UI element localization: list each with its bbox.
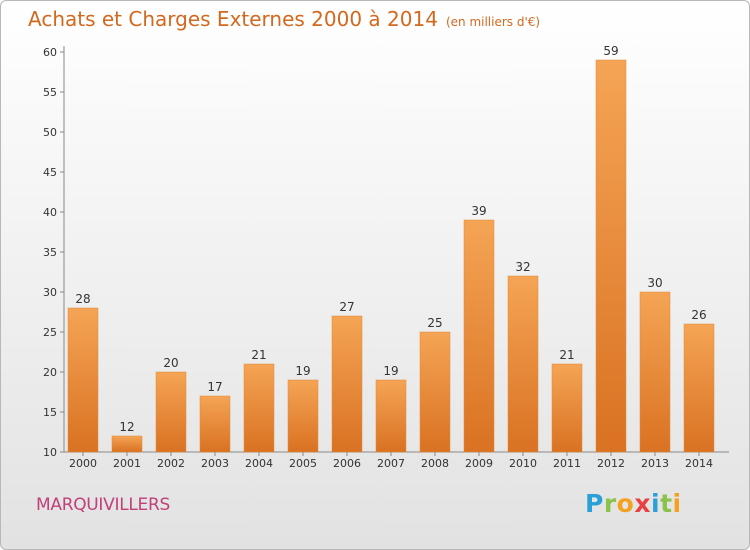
y-tick-label: 35 [43, 246, 57, 259]
y-tick-label: 50 [43, 126, 57, 139]
x-tick-label: 2002 [157, 457, 185, 470]
y-tick-label: 60 [43, 46, 57, 59]
x-tick-label: 2014 [685, 457, 713, 470]
bar-value-label: 26 [691, 308, 706, 322]
bar-value-label: 30 [647, 276, 662, 290]
bar [199, 395, 231, 453]
x-tick-label: 2003 [201, 457, 229, 470]
bar-value-label: 19 [383, 364, 398, 378]
x-tick-label: 2010 [509, 457, 537, 470]
bar-value-label: 19 [295, 364, 310, 378]
y-tick-label: 10 [43, 446, 57, 459]
title-text: Achats et Charges Externes 2000 à 2014 [28, 7, 438, 31]
x-tick-label: 2013 [641, 457, 669, 470]
bar-value-label: 12 [119, 420, 134, 434]
y-tick-label: 20 [43, 366, 57, 379]
bar-value-label: 21 [251, 348, 266, 362]
y-tick-label: 30 [43, 286, 57, 299]
x-tick-label: 2001 [113, 457, 141, 470]
bar [67, 307, 99, 453]
x-tick-label: 2008 [421, 457, 449, 470]
bar [287, 379, 319, 453]
y-tick-label: 55 [43, 86, 57, 99]
bar-chart: 10 15 20 25 30 35 40 45 50 55 60 2000 2001 2002 2003 20… [43, 44, 729, 470]
bar [507, 275, 539, 453]
bar-value-label: 27 [339, 300, 354, 314]
y-tick-label: 45 [43, 166, 57, 179]
x-tick-label: 2005 [289, 457, 317, 470]
bar [419, 331, 451, 453]
bar [463, 219, 495, 453]
bar-value-label: 28 [75, 292, 90, 306]
bar [595, 59, 627, 453]
bar [331, 315, 363, 453]
bar-value-label: 25 [427, 316, 442, 330]
y-tick-label: 40 [43, 206, 57, 219]
bar-value-label: 39 [471, 204, 486, 218]
bar [155, 371, 187, 453]
bar [639, 291, 671, 453]
x-tick-label: 2011 [553, 457, 581, 470]
title-unit: (en milliers d'€) [445, 15, 541, 29]
x-tick-label: 2009 [465, 457, 493, 470]
y-tick-label: 25 [43, 326, 57, 339]
x-tick-label: 2000 [69, 457, 97, 470]
y-tick-label: 15 [43, 406, 57, 419]
bar-value-label: 32 [515, 260, 530, 274]
chart-title: Achats et Charges Externes 2000 à 2014 (e… [28, 7, 540, 31]
bar-value-label: 20 [163, 356, 178, 370]
bar [683, 323, 715, 453]
x-tick-label: 2007 [377, 457, 405, 470]
bar [243, 363, 275, 453]
bar [111, 435, 143, 453]
bar [375, 379, 407, 453]
proxiti-logo: Proxiti [585, 489, 682, 518]
bar-value-label: 17 [207, 380, 222, 394]
bar [551, 363, 583, 453]
bar-value-label: 21 [559, 348, 574, 362]
x-tick-label: 2012 [597, 457, 625, 470]
bar-value-label: 59 [603, 44, 618, 58]
commune-name: MARQUIVILLERS [36, 495, 170, 515]
x-tick-label: 2006 [333, 457, 361, 470]
x-tick-label: 2004 [245, 457, 273, 470]
